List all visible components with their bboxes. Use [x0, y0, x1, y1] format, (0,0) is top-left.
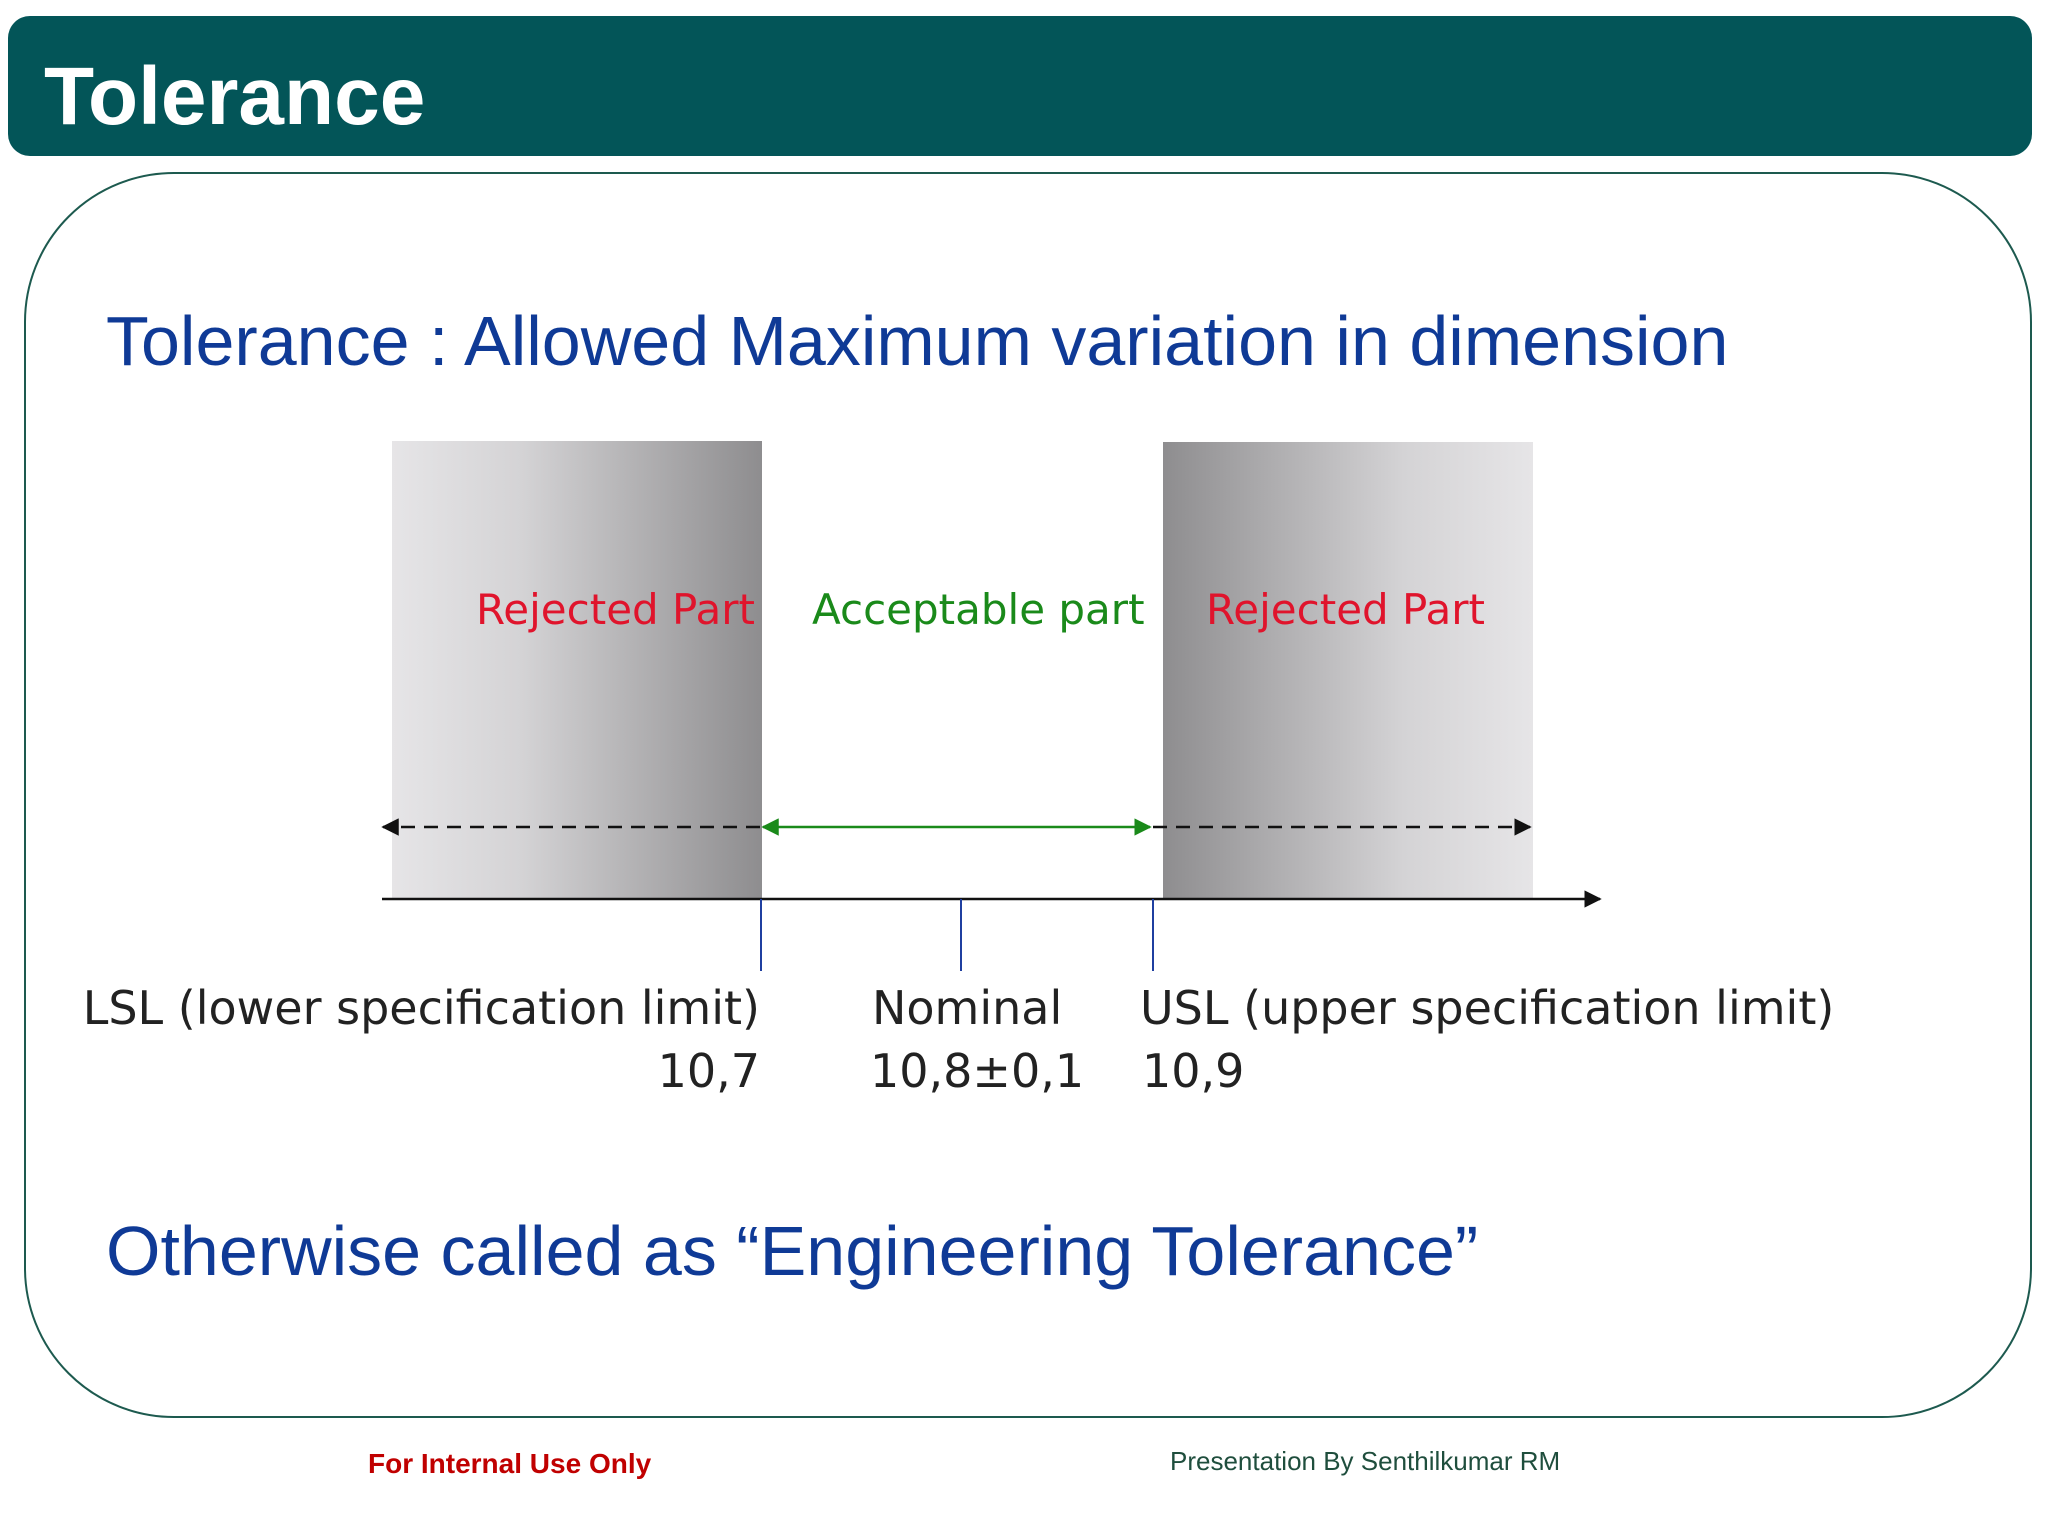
rejected-zone-left: [392, 441, 762, 899]
title-bar: Tolerance: [8, 16, 2032, 156]
nominal-value: 10,8±0,1: [870, 1044, 1084, 1098]
usl-value: 10,9: [1142, 1044, 1244, 1098]
content-frame: [24, 172, 2032, 1418]
presenter-credit: Presentation By Senthilkumar RM: [1170, 1446, 1561, 1476]
nominal-label: Nominal: [872, 981, 1062, 1035]
slide-title: Tolerance: [44, 51, 426, 142]
rejected-part-label-right: Rejected Part: [1206, 585, 1485, 634]
lsl-value: 10,7: [658, 1044, 760, 1098]
definition-text: Tolerance : Allowed Maximum variation in…: [106, 302, 1729, 380]
lsl-label: LSL (lower specification limit): [83, 981, 760, 1035]
alias-text: Otherwise called as “Engineering Toleran…: [106, 1212, 1479, 1290]
usl-label: USL (upper specification limit): [1140, 981, 1834, 1035]
rejected-zone-right: [1163, 442, 1533, 899]
rejected-part-label-left: Rejected Part: [476, 585, 755, 634]
acceptable-part-label: Acceptable part: [812, 585, 1145, 634]
internal-use-notice: For Internal Use Only: [368, 1448, 652, 1479]
